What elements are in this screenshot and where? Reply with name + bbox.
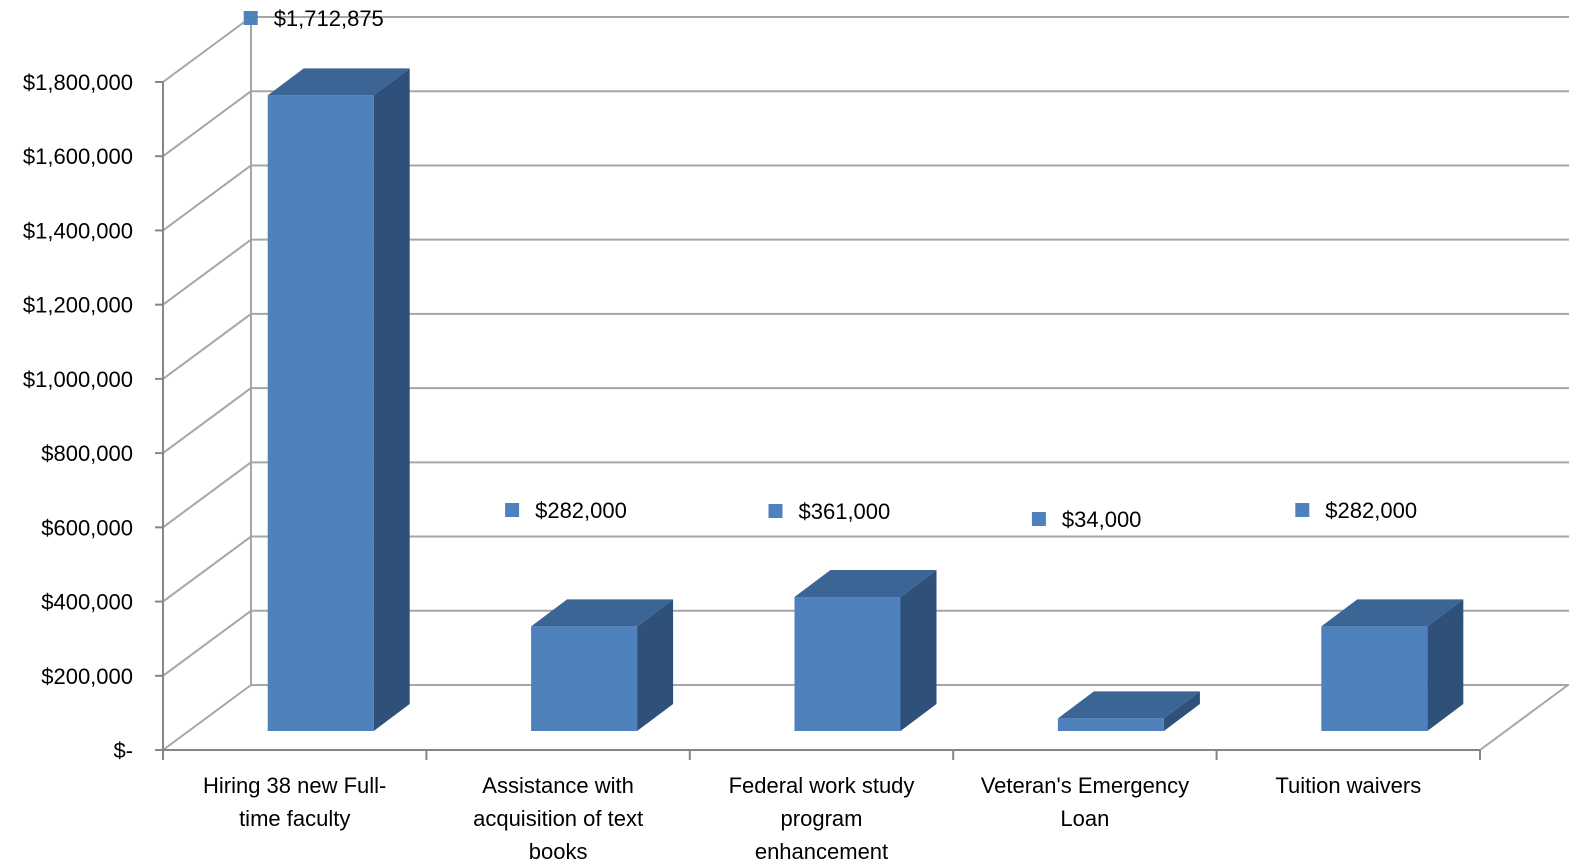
gridline-diagonal: [162, 684, 252, 751]
bar-side-face: [900, 570, 937, 731]
gridline-diagonal: [162, 90, 252, 158]
data-label: $282,000: [535, 498, 627, 523]
y-tick-label: $-: [113, 738, 133, 763]
category-label: program: [781, 806, 863, 831]
gridline-diagonal: [162, 238, 252, 306]
y-tick-label: $800,000: [41, 441, 133, 466]
bar-side-face: [1163, 691, 1200, 731]
gridline-diagonal: [162, 387, 252, 454]
y-tick-label: $1,200,000: [23, 293, 133, 318]
bar-side-face: [373, 68, 410, 731]
data-label-marker: [505, 503, 520, 517]
data-label: $282,000: [1325, 498, 1417, 523]
bar-front-face: [267, 95, 374, 731]
category-label: Assistance with: [482, 773, 634, 798]
grid-layer: [162, 16, 1569, 751]
gridline-diagonal: [162, 535, 252, 603]
data-label-marker: [1031, 512, 1046, 526]
bar-top-face: [267, 68, 410, 96]
category-label: Veteran's Emergency: [981, 773, 1189, 798]
y-tick-label: $1,400,000: [23, 218, 133, 243]
category-label: acquisition of text: [473, 806, 643, 831]
category-label: enhancement: [755, 839, 888, 864]
data-label: $1,712,875: [274, 6, 384, 31]
gridline-diagonal: [162, 164, 252, 232]
bar: [1321, 599, 1464, 731]
y-tick-label: $1,600,000: [23, 144, 133, 169]
category-label: Hiring 38 new Full-: [203, 773, 386, 798]
category-label: Loan: [1060, 806, 1109, 831]
data-label-marker: [243, 11, 258, 25]
y-tick-label: $600,000: [41, 515, 133, 540]
y-tick-label: $1,800,000: [23, 70, 133, 95]
gridline-diagonal: [162, 609, 252, 677]
bar-top-face: [1321, 599, 1464, 627]
bar: [267, 68, 410, 731]
category-label: Tuition waivers: [1275, 773, 1421, 798]
bar-side-face: [1427, 599, 1464, 731]
bar-front-face: [794, 597, 901, 731]
axis-layer: $- $200,000 $400,000 $600,000 $800,000 $1,000…: [23, 70, 1481, 763]
bar-top-face: [1057, 691, 1200, 719]
gridline-diagonal: [162, 16, 252, 83]
bar: [531, 599, 674, 731]
bar-side-face: [637, 599, 674, 731]
bar: [1057, 691, 1200, 731]
category-label: books: [529, 839, 588, 864]
bar-front-face: [1321, 626, 1428, 731]
data-label: $361,000: [799, 499, 891, 524]
category-label: Federal work study: [729, 773, 915, 798]
label-layer: $1,712,875 Hiring 38 new Full-time facult…: [203, 6, 1421, 864]
bar-top-face: [794, 570, 937, 598]
category-label: time faculty: [239, 806, 350, 831]
data-label: $34,000: [1062, 507, 1142, 532]
bar-top-face: [531, 599, 674, 627]
y-tick-label: $400,000: [41, 590, 133, 615]
data-label-marker: [1295, 503, 1310, 517]
bar-front-face: [1057, 718, 1164, 731]
bar-front-face: [531, 626, 638, 731]
bar-layer: [267, 68, 1464, 731]
bar: [794, 570, 937, 731]
y-tick-label: $1,000,000: [23, 367, 133, 392]
floor-edge: [1479, 684, 1569, 751]
y-tick-label: $200,000: [41, 664, 133, 689]
gridline-diagonal: [162, 313, 252, 380]
data-label-marker: [768, 504, 783, 518]
gridline-diagonal: [162, 461, 252, 529]
